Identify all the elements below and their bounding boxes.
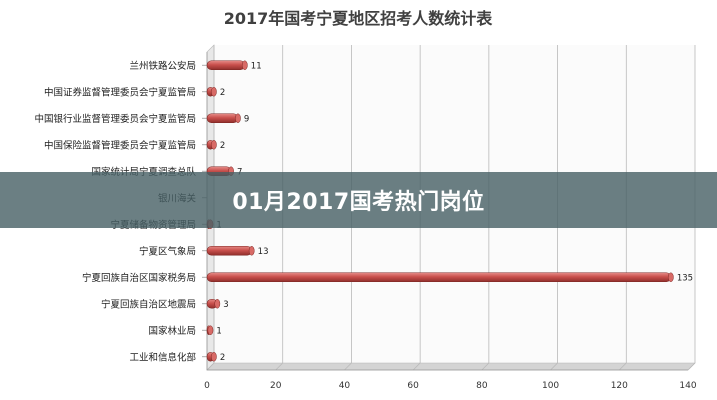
bar: [206, 245, 252, 256]
bar: [206, 272, 672, 283]
bar-cap: [214, 299, 221, 309]
gridline-floor: [206, 362, 215, 371]
chart-title: 2017年国考宁夏地区招考人数统计表: [224, 9, 494, 28]
x-tick-label: 80: [476, 381, 488, 391]
bar-cap: [248, 246, 255, 256]
x-tick-label: 0: [204, 381, 210, 391]
gridline-floor: [687, 362, 696, 371]
category-label: 国家林业局: [148, 325, 196, 337]
data-label: 1: [216, 326, 221, 336]
data-label: 2: [220, 88, 225, 98]
category-label: 中国证券监督管理委员会宁夏监管局: [44, 86, 196, 98]
bar-cap: [211, 140, 217, 150]
gridline-floor: [550, 362, 558, 371]
category-label: 工业和信息化部: [129, 351, 196, 363]
bar-cap: [211, 87, 217, 97]
gridline-floor: [619, 362, 627, 371]
x-tick-label: 100: [542, 381, 559, 391]
x-tick-label: 120: [611, 381, 628, 391]
plot-floor: [206, 362, 696, 371]
bar-cap: [211, 352, 217, 362]
data-label: 9: [244, 114, 249, 124]
bar-cap: [667, 272, 674, 282]
bar: [206, 113, 239, 124]
category-label: 中国保险监督管理委员会宁夏监管局: [44, 139, 196, 151]
bar-cap: [207, 325, 214, 335]
x-tick-label: 60: [407, 381, 419, 391]
data-label: 3: [223, 300, 228, 310]
gridline-floor: [412, 362, 421, 371]
banner-title: 01月2017国考热门岗位: [232, 190, 485, 215]
x-tick-label: 140: [679, 381, 696, 391]
gridline-floor: [344, 362, 352, 371]
x-tick-label: 40: [339, 381, 351, 391]
data-label: 2: [220, 141, 225, 151]
bar-cap: [235, 113, 241, 123]
category-label: 宁夏区气象局: [139, 245, 196, 257]
x-tick-label: 20: [270, 381, 282, 391]
bar-cap: [241, 60, 248, 70]
category-label: 兰州铁路公安局: [129, 60, 196, 72]
data-label: 13: [258, 247, 269, 257]
category-label: 宁夏回族自治区国家税务局: [82, 272, 196, 284]
gridline-floor: [275, 362, 283, 371]
banner: 01月2017国考热门岗位: [0, 172, 717, 228]
bar: [206, 60, 246, 71]
gridline-floor: [481, 362, 490, 371]
data-label: 11: [251, 61, 262, 71]
category-label: 中国银行业监督管理委员会宁夏监管局: [34, 113, 196, 125]
data-label: 2: [220, 353, 225, 363]
category-label: 宁夏回族自治区地震局: [101, 298, 196, 310]
data-label: 135: [677, 273, 693, 283]
